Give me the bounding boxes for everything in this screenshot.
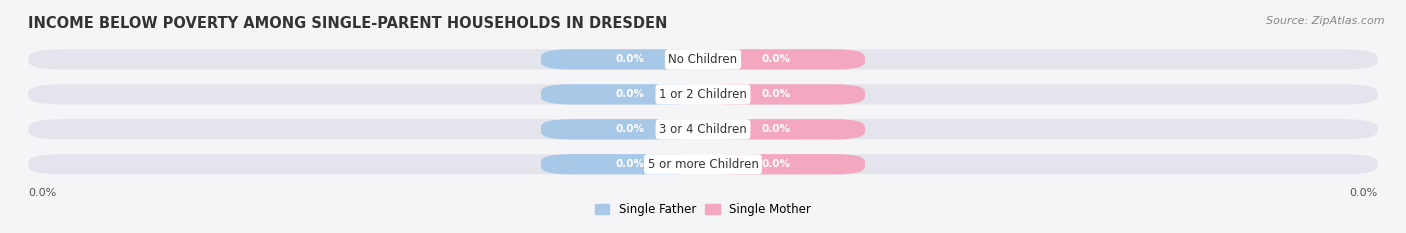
FancyBboxPatch shape	[541, 119, 703, 139]
FancyBboxPatch shape	[541, 49, 703, 69]
Text: 0.0%: 0.0%	[1350, 188, 1378, 198]
Text: 3 or 4 Children: 3 or 4 Children	[659, 123, 747, 136]
Text: 0.0%: 0.0%	[616, 124, 644, 134]
Text: 0.0%: 0.0%	[616, 159, 644, 169]
FancyBboxPatch shape	[703, 119, 865, 139]
Text: 5 or more Children: 5 or more Children	[648, 158, 758, 171]
Text: 0.0%: 0.0%	[762, 159, 790, 169]
Text: 0.0%: 0.0%	[762, 124, 790, 134]
FancyBboxPatch shape	[703, 49, 865, 69]
Text: Source: ZipAtlas.com: Source: ZipAtlas.com	[1267, 16, 1385, 26]
Text: 1 or 2 Children: 1 or 2 Children	[659, 88, 747, 101]
Text: 0.0%: 0.0%	[762, 89, 790, 99]
Text: 0.0%: 0.0%	[28, 188, 56, 198]
FancyBboxPatch shape	[703, 84, 865, 105]
Text: No Children: No Children	[668, 53, 738, 66]
Legend: Single Father, Single Mother: Single Father, Single Mother	[591, 198, 815, 221]
FancyBboxPatch shape	[28, 49, 1378, 69]
Text: 0.0%: 0.0%	[616, 89, 644, 99]
FancyBboxPatch shape	[541, 154, 703, 174]
FancyBboxPatch shape	[703, 154, 865, 174]
FancyBboxPatch shape	[28, 154, 1378, 174]
Text: 0.0%: 0.0%	[762, 55, 790, 64]
FancyBboxPatch shape	[28, 119, 1378, 139]
Text: INCOME BELOW POVERTY AMONG SINGLE-PARENT HOUSEHOLDS IN DRESDEN: INCOME BELOW POVERTY AMONG SINGLE-PARENT…	[28, 16, 668, 31]
FancyBboxPatch shape	[28, 84, 1378, 105]
Text: 0.0%: 0.0%	[616, 55, 644, 64]
FancyBboxPatch shape	[541, 84, 703, 105]
